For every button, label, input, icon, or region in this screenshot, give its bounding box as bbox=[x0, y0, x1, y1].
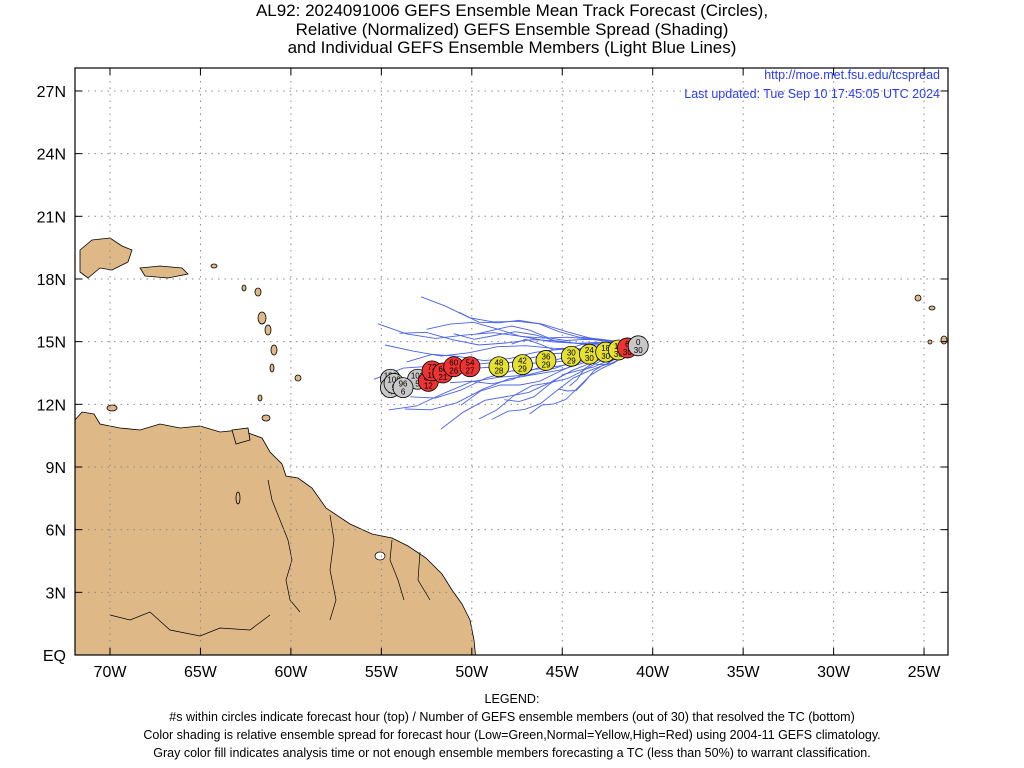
lon-label: 50W bbox=[455, 664, 489, 681]
forecast-hour-label: 54 bbox=[466, 359, 475, 368]
member-count-label: 30 bbox=[623, 348, 632, 357]
source-url[interactable]: http://moe.met.fsu.edu/tcspread bbox=[764, 68, 940, 82]
track-circle bbox=[392, 377, 414, 399]
last-updated-text: Last updated: Tue Sep 10 17:45:05 UTC 20… bbox=[684, 87, 940, 101]
grid-lines bbox=[75, 68, 948, 655]
track-point: 030 bbox=[627, 335, 649, 357]
lon-label: 45W bbox=[546, 664, 580, 681]
forecast-hour-label: 42 bbox=[518, 357, 527, 366]
member-count-label: 6 bbox=[401, 388, 406, 397]
lat-label: 27N bbox=[37, 84, 66, 101]
south-america-land bbox=[75, 411, 476, 655]
lat-label: 21N bbox=[37, 209, 66, 226]
lon-label: 35W bbox=[727, 664, 761, 681]
ensemble-member-line bbox=[458, 311, 639, 347]
title-line-2: Relative (Normalized) GEFS Ensemble Spre… bbox=[295, 20, 729, 39]
lat-label: 3N bbox=[46, 585, 66, 602]
legend-line-1: #s within circles indicate forecast hour… bbox=[169, 710, 855, 724]
lat-label: 12N bbox=[37, 397, 66, 414]
lon-label: 40W bbox=[636, 664, 670, 681]
lat-label: 9N bbox=[46, 460, 66, 477]
longitude-labels: 70W 65W 60W 55W 50W 45W 40W 35W 30W 25W bbox=[94, 664, 942, 681]
track-circle bbox=[459, 356, 481, 378]
member-count-label: 29 bbox=[518, 365, 527, 374]
forecast-hour-label: 72 bbox=[428, 363, 437, 372]
hispaniola-land bbox=[79, 237, 133, 279]
lon-label: 60W bbox=[274, 664, 308, 681]
axis-ticks bbox=[75, 68, 948, 656]
forecast-hour-label: 30 bbox=[567, 348, 576, 357]
lon-label: 70W bbox=[94, 664, 128, 681]
member-count-label: 29 bbox=[542, 360, 551, 369]
lat-label: 24N bbox=[37, 147, 66, 164]
track-circle bbox=[535, 350, 557, 371]
lon-label: 55W bbox=[365, 664, 399, 681]
mean-track-circles: 1204114410851025966841272196621602654274… bbox=[379, 335, 649, 399]
member-count-label: 28 bbox=[494, 367, 503, 376]
forecast-hour-label: 48 bbox=[494, 359, 503, 368]
member-count-label: 30 bbox=[601, 352, 610, 361]
track-circle bbox=[512, 354, 533, 376]
ensemble-member-line bbox=[475, 325, 639, 347]
member-count-label: 27 bbox=[466, 367, 475, 376]
forecast-hour-label: 102 bbox=[411, 371, 425, 380]
member-count-label: 30 bbox=[634, 346, 643, 355]
member-count-label: 26 bbox=[449, 367, 458, 376]
forecast-hour-label: 18 bbox=[601, 344, 610, 353]
forecast-hour-label: 36 bbox=[542, 352, 551, 361]
lon-label: 30W bbox=[817, 664, 851, 681]
member-count-label: 30 bbox=[614, 350, 623, 359]
lat-label: EQ bbox=[43, 648, 66, 665]
track-point: 966 bbox=[392, 377, 414, 399]
lon-label: 25W bbox=[908, 664, 942, 681]
member-count-label: 12 bbox=[424, 381, 433, 390]
land-masses bbox=[75, 237, 948, 655]
lat-label: 6N bbox=[46, 523, 66, 540]
track-circle bbox=[627, 335, 649, 357]
title-line-1: AL92: 2024091006 GEFS Ensemble Mean Trac… bbox=[255, 1, 769, 20]
forecast-hour-label: 66 bbox=[438, 365, 447, 374]
lat-label: 18N bbox=[37, 272, 66, 289]
ensemble-member-line bbox=[491, 345, 639, 420]
forecast-hour-label: 24 bbox=[585, 346, 594, 355]
ensemble-member-line bbox=[420, 296, 639, 347]
track-circle bbox=[488, 356, 510, 378]
title-line-3: and Individual GEFS Ensemble Members (Li… bbox=[287, 38, 737, 57]
forecast-hour-label: 0 bbox=[636, 338, 641, 347]
plot-frame bbox=[74, 67, 949, 656]
forecast-hour-label: 108 bbox=[387, 375, 401, 384]
member-count-label: 5 bbox=[415, 379, 420, 388]
lon-label: 65W bbox=[184, 664, 218, 681]
trinidad-land bbox=[231, 427, 251, 445]
latitude-labels: 27N 24N 21N 18N 15N 12N 9N 6N 3N EQ bbox=[37, 84, 66, 665]
legend-line-3: Gray color fill indicates analysis time … bbox=[153, 746, 871, 760]
member-count-label: 29 bbox=[567, 356, 576, 365]
forecast-hour-label: 6 bbox=[625, 340, 630, 349]
member-count-label: 30 bbox=[585, 354, 594, 363]
legend-heading: LEGEND: bbox=[484, 692, 540, 706]
forecast-hour-label: 60 bbox=[449, 359, 458, 368]
member-count-label: 21 bbox=[438, 373, 447, 382]
ensemble-member-line bbox=[426, 321, 639, 347]
lat-label: 15N bbox=[37, 335, 66, 352]
member-count-label: 19 bbox=[428, 371, 437, 380]
legend-line-2: Color shading is relative ensemble sprea… bbox=[143, 728, 881, 742]
puerto-rico-land bbox=[139, 265, 189, 279]
country-borders bbox=[109, 479, 431, 637]
forecast-hour-label: 96 bbox=[399, 380, 408, 389]
